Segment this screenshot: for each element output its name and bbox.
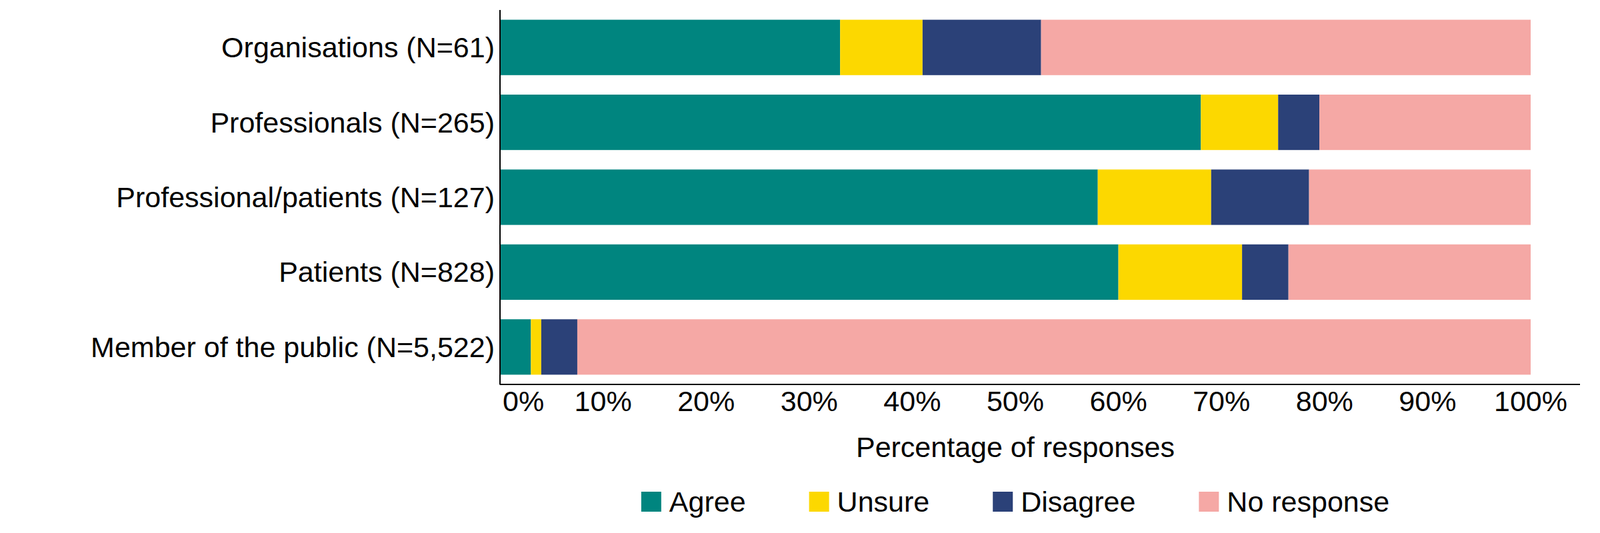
bar-segment — [1041, 20, 1531, 76]
bar-segment — [500, 169, 1098, 225]
legend-swatch — [641, 492, 662, 512]
legend-swatch — [992, 492, 1013, 512]
bar-segment — [500, 244, 1119, 300]
bar-segment — [541, 319, 578, 375]
legend-label: Disagree — [1020, 486, 1136, 518]
tick-label: 70% — [1192, 385, 1250, 418]
bar-segment — [500, 319, 531, 375]
tick-label: 30% — [780, 385, 838, 418]
category-label: Member of the public (N=5,522) — [90, 331, 495, 364]
bar-segment — [1309, 169, 1531, 225]
legend-swatch — [809, 492, 830, 512]
tick-mark — [500, 384, 501, 386]
legend-label: Agree — [669, 486, 746, 518]
bar-segment — [1098, 169, 1212, 225]
bar-segment — [1288, 244, 1531, 300]
tick-label: 60% — [1090, 385, 1148, 418]
bar-segment — [922, 20, 1042, 76]
tick-label: 50% — [986, 385, 1044, 418]
tick-label: 0% — [502, 385, 544, 418]
category-label: Professionals (N=265) — [210, 106, 495, 139]
legend: Agree Unsure Disagree No response — [641, 486, 1390, 518]
legend-label: No response — [1226, 486, 1390, 518]
bar-segment — [1242, 244, 1289, 300]
category-label: Professional/patients (N=127) — [116, 181, 495, 214]
tick-label: 80% — [1296, 385, 1354, 418]
bar-segment — [577, 319, 1531, 375]
chart: Organisations (N=61) Professionals (N=265… — [0, 0, 1600, 533]
legend-swatch — [1198, 492, 1219, 512]
category-label: Organisations (N=61) — [221, 31, 495, 64]
bar-segment — [840, 20, 923, 76]
axis-title: Percentage of responses — [856, 431, 1175, 464]
tick-label: 10% — [574, 385, 632, 418]
bar-segment — [1319, 94, 1531, 150]
bar-segment — [500, 94, 1201, 150]
tick-label: 100% — [1494, 385, 1568, 418]
bar-segment — [1118, 244, 1243, 300]
legend-label: Unsure — [837, 486, 930, 518]
bar-segment — [1200, 94, 1278, 150]
bar-segment — [500, 20, 840, 76]
bar-segment — [1211, 169, 1310, 225]
tick-label: 90% — [1398, 385, 1456, 418]
category-label: Patients (N=828) — [278, 256, 495, 288]
bar-segment — [1278, 94, 1320, 150]
tick-label: 40% — [883, 385, 941, 418]
tick-label: 20% — [677, 385, 735, 418]
bar-segment — [530, 319, 541, 375]
y-axis-line — [499, 10, 501, 385]
bars — [500, 20, 1531, 376]
